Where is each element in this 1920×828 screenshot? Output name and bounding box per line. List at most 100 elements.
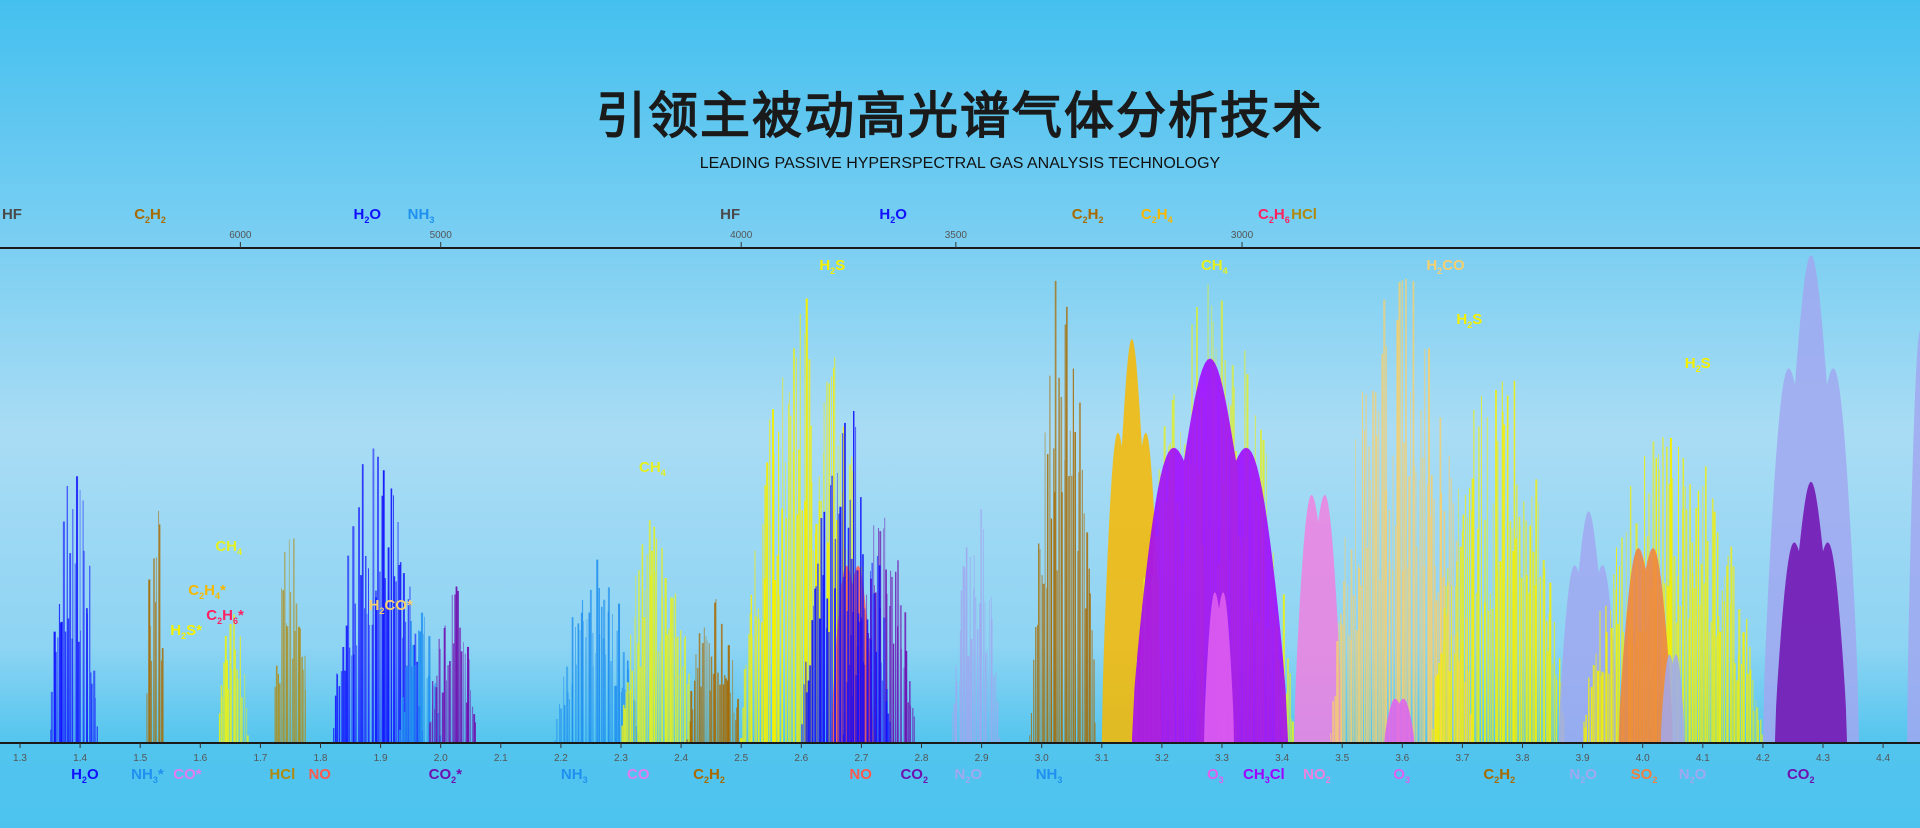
gas-label-ch4: CH4 bbox=[215, 538, 242, 557]
label-text: H bbox=[222, 606, 233, 624]
band-h2co bbox=[1330, 278, 1475, 743]
gas-label-h2o: H2O bbox=[354, 206, 382, 225]
label-text: Cl bbox=[1269, 766, 1285, 783]
label-text: NH bbox=[131, 766, 153, 783]
gas-label-hf: HF bbox=[720, 206, 740, 223]
label-subscript: 2 bbox=[830, 265, 836, 276]
gas-label-co2: CO2 bbox=[900, 766, 928, 785]
gas-label-so2: SO2 bbox=[1631, 766, 1658, 785]
label-subscript: 3 bbox=[582, 775, 588, 785]
band-h2s bbox=[1432, 380, 1565, 743]
band-envelope bbox=[1294, 494, 1343, 743]
band-n2o bbox=[1558, 511, 1619, 743]
label-subscript: 2 bbox=[379, 605, 385, 616]
gas-label-c2h4: C2H4 bbox=[1141, 206, 1173, 225]
label-text: CH bbox=[1200, 256, 1223, 274]
label-text: CO bbox=[627, 766, 650, 783]
label-text: CH bbox=[1243, 766, 1265, 783]
label-text: S bbox=[1472, 311, 1483, 329]
label-text: * bbox=[157, 766, 164, 783]
label-text: N bbox=[1678, 766, 1690, 783]
label-subscript: 2 bbox=[364, 215, 370, 225]
label-subscript: 2 bbox=[181, 630, 187, 641]
band-n2o bbox=[951, 509, 1001, 743]
label-text: C bbox=[134, 206, 146, 223]
wavelength-tick-label: 4.4 bbox=[1876, 753, 1890, 764]
wavenumber-tick-label: 4000 bbox=[730, 230, 753, 241]
band-envelope bbox=[1618, 548, 1673, 743]
label-subscript: 2 bbox=[719, 775, 725, 785]
label-text: * bbox=[456, 766, 463, 783]
band-h2o bbox=[50, 476, 98, 743]
gas-label-ch3cl: CH3Cl bbox=[1243, 766, 1285, 785]
label-text: C bbox=[188, 582, 200, 600]
wavelength-tick-label: 1.5 bbox=[133, 753, 147, 764]
gas-label-n2o: N2O bbox=[1569, 766, 1597, 785]
label-text: O bbox=[1393, 766, 1405, 783]
label-text: O bbox=[1585, 766, 1597, 783]
label-subscript: 3 bbox=[429, 215, 435, 225]
gas-label-h2s: H2S bbox=[1456, 311, 1482, 330]
label-subscript: 4 bbox=[1167, 215, 1173, 225]
gas-label-c2h4: C2H4* bbox=[188, 582, 226, 601]
label-subscript: 3 bbox=[1404, 775, 1410, 785]
label-subscript: 6 bbox=[233, 615, 239, 626]
gas-label-h2co: H2CO bbox=[1426, 257, 1464, 276]
label-text: H bbox=[368, 596, 380, 614]
label-text: O bbox=[86, 766, 99, 783]
label-text: C bbox=[693, 766, 704, 783]
band-ch4 bbox=[218, 614, 249, 743]
label-text: NH bbox=[560, 766, 583, 783]
label-text: O bbox=[369, 206, 382, 223]
wavelength-tick-label: 2.3 bbox=[614, 753, 628, 764]
gas-label-no: NO bbox=[849, 766, 872, 783]
band-co2 bbox=[1774, 481, 1848, 743]
label-text: * bbox=[238, 606, 244, 624]
label-subscript: 3 bbox=[1057, 775, 1063, 785]
gas-label-no2: NO2 bbox=[1303, 766, 1331, 785]
label-text: H bbox=[204, 582, 215, 600]
label-text: S* bbox=[186, 621, 202, 639]
gas-label-no: NO bbox=[308, 766, 331, 783]
band-envelope bbox=[1203, 592, 1235, 743]
label-text: S bbox=[1700, 355, 1711, 373]
label-text: H bbox=[353, 206, 365, 223]
gas-label-co: CO bbox=[627, 766, 650, 783]
label-subscript: 2 bbox=[81, 775, 87, 785]
page-title: 引领主被动高光谱气体分析技术 bbox=[596, 87, 1324, 145]
label-subscript: 2 bbox=[890, 215, 896, 225]
gas-label-c2h6: C2H6* bbox=[206, 607, 244, 626]
label-subscript: 2 bbox=[703, 775, 709, 785]
label-subscript: 2 bbox=[1494, 775, 1500, 785]
wavelength-tick-label: 2.0 bbox=[434, 753, 448, 764]
gas-label-c2h2: C2H2 bbox=[134, 206, 166, 225]
label-text: NH bbox=[1035, 766, 1058, 783]
label-subscript: 4 bbox=[236, 546, 242, 557]
band-o3 bbox=[1203, 592, 1235, 743]
band-envelope bbox=[1384, 698, 1415, 743]
wavelength-tick-label: 3.9 bbox=[1576, 753, 1590, 764]
wavelength-tick-label: 4.0 bbox=[1636, 753, 1650, 764]
label-text: O bbox=[1206, 766, 1219, 783]
label-text: HF bbox=[1, 206, 22, 223]
label-text: NO bbox=[1303, 766, 1326, 783]
label-text: H bbox=[879, 206, 891, 223]
wavelength-tick-label: 1.3 bbox=[13, 753, 27, 764]
label-text: CO* bbox=[384, 596, 413, 614]
band-envelope bbox=[1907, 331, 1920, 743]
label-text: HCl bbox=[269, 766, 296, 783]
wavelength-tick-label: 2.9 bbox=[975, 753, 989, 764]
gas-label-ch4: CH4 bbox=[639, 459, 666, 478]
label-text: CO bbox=[428, 766, 452, 783]
wavelength-tick-label: 4.1 bbox=[1696, 753, 1710, 764]
label-text: CH bbox=[215, 537, 237, 555]
wavelength-tick-label: 2.4 bbox=[674, 753, 688, 764]
label-subscript: 2 bbox=[1268, 215, 1274, 225]
gas-label-n2o: N2O bbox=[1679, 766, 1707, 785]
label-subscript: 2 bbox=[965, 775, 971, 785]
wavelength-tick-label: 3.7 bbox=[1455, 753, 1469, 764]
band-c2h2 bbox=[686, 599, 742, 743]
gas-label-h2s: H2S* bbox=[170, 622, 202, 641]
band-envelope bbox=[1660, 654, 1685, 743]
